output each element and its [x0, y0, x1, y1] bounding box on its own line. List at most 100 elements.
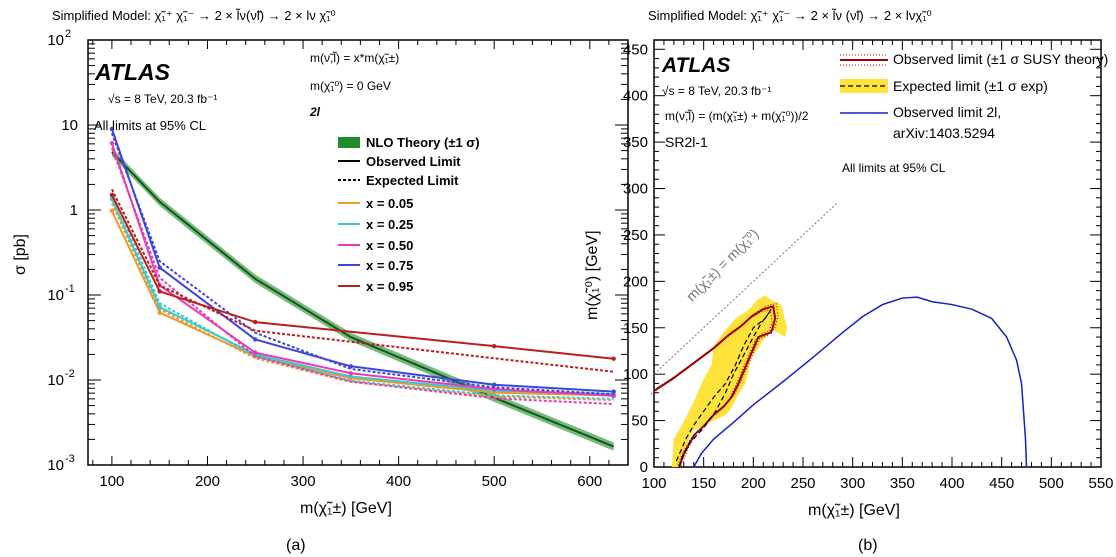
theory-line	[111, 151, 615, 448]
legend-x095-label: x = 0.95	[366, 279, 413, 294]
observed-limit-line	[653, 305, 777, 468]
observed-point-x050	[348, 371, 354, 376]
legend-expected-label: Expected Limit	[366, 173, 459, 188]
legend-blue-label: Observed limit 2l,	[893, 104, 1001, 120]
right-mass-relation: m(ν̃,l̃) = (m(χ̃₁±) + m(χ̃₁⁰))/2	[665, 108, 809, 123]
left-y-tick-label: 1	[70, 202, 78, 219]
left-atlas-label: ATLAS	[94, 59, 171, 85]
left-y-tick-label: 10	[47, 32, 64, 49]
left-energy-label: √s = 8 TeV, 20.3 fb⁻¹	[108, 92, 217, 106]
right-axes: 100 150 200 250 300 350 400 450 500 550 0 50 100 150 2…	[623, 40, 1114, 492]
legend-x075-label: x = 0.75	[366, 258, 413, 273]
left-plot-area	[109, 126, 616, 451]
observed-point-x075	[348, 364, 354, 369]
right-x-tick-label: 200	[741, 475, 766, 492]
expected-line-x095	[110, 188, 614, 373]
left-y-tick-label: 10	[47, 287, 64, 304]
panel-b-label: (b)	[858, 537, 878, 554]
right-x-tick-label: 300	[840, 475, 865, 492]
observed-point-x095	[611, 356, 616, 361]
expected-line-x050	[110, 147, 614, 406]
observed-point-x075	[491, 382, 497, 387]
observed-point-x025	[348, 374, 354, 379]
left-x-tick-label: 100	[99, 473, 124, 490]
expected-line-x025	[110, 192, 614, 400]
left-x-tick-label: 400	[386, 473, 411, 490]
left-y-tick-exponent: -3	[65, 453, 75, 465]
right-y-tick-label: 0	[640, 459, 648, 476]
right-legend: Observed limit (±1 σ SUSY theory) Expect…	[840, 51, 1108, 141]
expected-limit-line	[675, 308, 772, 468]
observed-point-x095	[109, 192, 115, 198]
left-channel-label: 2l	[309, 105, 321, 119]
observed-point-x050	[253, 350, 258, 355]
right-atlas-label: ATLAS	[661, 54, 730, 77]
left-y-tick-label: 10	[47, 457, 64, 474]
right-y-tick-label: 250	[623, 227, 648, 244]
right-y-tick-label: 100	[623, 366, 648, 383]
right-y-tick-label: 400	[623, 88, 648, 105]
observed-point-x095	[491, 343, 497, 349]
right-y-tick-label: 300	[623, 181, 648, 198]
legend-theory-swatch	[338, 137, 360, 148]
right-y-tick-label: 50	[631, 413, 648, 430]
legend-x025-label: x = 0.25	[366, 217, 413, 232]
observed-point-x075	[611, 389, 616, 394]
observed-line-x075	[110, 128, 614, 393]
left-neutralino-mass: m(χ̃₁⁰) = 0 GeV	[310, 79, 391, 93]
left-x-tick-label: 300	[291, 473, 316, 490]
observed-point-x095	[157, 289, 162, 294]
right-title: Simplified Model: χ̃₁⁺ χ̃₁⁻ → 2 × l̃ν (ν…	[648, 8, 932, 23]
right-x-tick-label: 250	[790, 475, 815, 492]
left-y-tick-label: 10	[47, 372, 64, 389]
right-y-tick-label: 150	[623, 320, 648, 337]
observed-point-x025	[157, 304, 162, 310]
left-y-tick-exponent: -2	[65, 368, 75, 380]
left-title: Simplified Model: χ̃₁⁺ χ̃₁⁻ → 2 × l̃ν(ν̃…	[52, 8, 336, 23]
left-y-axis-label: σ [pb]	[12, 234, 29, 275]
observed-line-x005	[110, 210, 614, 397]
left-x-tick-label: 500	[482, 473, 507, 490]
right-x-axis-label: m(χ̃₁±) [GeV]	[808, 502, 900, 519]
diagonal-line	[653, 202, 839, 375]
left-y-tick-exponent: 2	[65, 28, 71, 40]
observed-point-x095	[253, 319, 258, 325]
left-x-axis-label: m(χ̃₁±) [GeV]	[300, 500, 392, 517]
observed-point-x075	[109, 126, 115, 132]
legend-x005-label: x = 0.05	[366, 196, 413, 211]
right-x-tick-label: 500	[1039, 475, 1064, 492]
left-x-tick-label: 200	[195, 473, 220, 490]
observed-point-x005	[109, 208, 115, 213]
previous-limit-line	[693, 296, 1028, 468]
left-y-tick-label: 10	[61, 117, 78, 134]
right-x-tick-label: 550	[1088, 475, 1113, 492]
legend-blue-ref: arXiv:1403.5294	[893, 125, 995, 141]
right-x-tick-label: 150	[691, 475, 716, 492]
legend-obs-label: Observed limit (±1 σ SUSY theory)	[893, 51, 1108, 67]
right-y-tick-label: 350	[623, 134, 648, 151]
legend-exp-label: Expected limit (±1 σ exp)	[893, 78, 1048, 94]
observed-point-x050	[109, 141, 115, 146]
right-plot-area	[650, 202, 1028, 471]
observed-point-x075	[157, 265, 162, 270]
left-cl-label: All limits at 95% CL	[94, 118, 206, 133]
right-region-label: SR2l-1	[665, 134, 708, 150]
right-x-tick-label: 400	[939, 475, 964, 492]
legend-theory-label: NLO Theory (±1 σ)	[366, 135, 480, 150]
right-y-tick-label: 200	[623, 273, 648, 290]
right-x-tick-label: 450	[989, 475, 1014, 492]
left-legend: NLO Theory (±1 σ) Observed Limit Expecte…	[338, 135, 480, 294]
left-y-tick-exponent: -1	[65, 283, 75, 295]
left-x-tick-label: 600	[577, 473, 602, 490]
observed-line-x050	[110, 142, 614, 397]
observed-point-x075	[253, 337, 258, 342]
legend-observed-label: Observed Limit	[366, 154, 461, 169]
right-y-axis-label: m(χ̃₁⁰) [GeV]	[584, 230, 601, 320]
panel-a-label: (a)	[286, 537, 306, 554]
right-x-tick-label: 100	[641, 475, 666, 492]
right-y-tick-label: 450	[623, 41, 648, 58]
right-chart: Simplified Model: χ̃₁⁺ χ̃₁⁻ → 2 × l̃ν (ν…	[584, 8, 1114, 554]
expected-line-x005	[110, 202, 614, 402]
